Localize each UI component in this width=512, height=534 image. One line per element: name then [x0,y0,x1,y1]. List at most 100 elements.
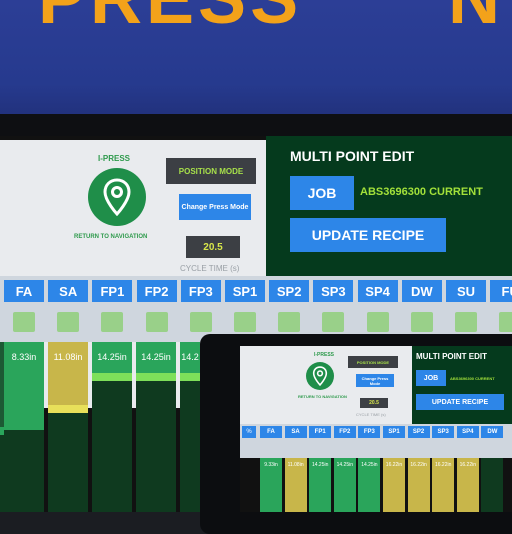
job-value: ABS3696300 CURRENT [360,186,483,198]
small-position-column: 16.22in [407,458,430,512]
tab-fp1[interactable]: FP1 [92,280,133,302]
tab-sp2[interactable]: SP2 [269,280,310,302]
position-value: 14.25in [97,352,127,362]
tab-fu[interactable]: FU [490,280,512,302]
small-icon-row [240,442,512,458]
small-job-value: ABS3696300 CURRENT [450,376,495,381]
small-tab-fp3[interactable]: FP3 [358,426,381,438]
tab-status-icon [13,312,35,332]
position-lower [4,429,44,512]
small-position-value: 11.08in [287,462,304,468]
tab-status-icon [189,312,212,332]
tab-sa[interactable]: SA [48,280,89,302]
navigation-pin-icon[interactable] [88,168,146,226]
tab-sp4[interactable]: SP4 [357,280,398,302]
main-screen: I-PRESS RETURN TO NAVIGATION POSITION MO… [0,136,512,512]
job-button[interactable]: JOB [290,176,354,210]
return-to-navigation-link[interactable]: RETURN TO NAVIGATION [74,234,148,240]
position-marker [48,404,88,413]
change-press-mode-button[interactable]: Change Press Mode [179,194,251,220]
position-column [0,342,4,512]
small-position-column: 16.22in [432,458,455,512]
small-right-panel: MULTI POINT EDIT JOB ABS3696300 CURRENT … [412,346,512,424]
small-multi-point-edit-title: MULTI POINT EDIT [416,352,487,361]
small-position-value: 16.22in [459,462,476,468]
position-marker [0,427,4,435]
cycle-time-value: 20.5 [186,236,240,258]
small-position-column: 9.33in [260,458,282,512]
small-position-value: 16.22in [385,462,403,468]
small-tab-sp4[interactable]: SP4 [456,426,479,438]
logo-label: I-PRESS [98,154,131,163]
banner: PRESS N [0,0,512,120]
position-marker [136,372,176,381]
small-position-column: 16.22in [456,458,479,512]
banner-title-right: N [448,0,500,40]
small-tab-sp2[interactable]: SP2 [407,426,430,438]
multi-point-edit-title: MULTI POINT EDIT [290,148,415,164]
position-value: 14.25in [141,352,171,362]
position-column: 14.25in [92,342,132,512]
tab-sp1[interactable]: SP1 [225,280,265,302]
small-position-column: 14.25in [309,458,332,512]
small-change-press-mode-button[interactable]: Change Press Mode [356,374,394,387]
small-position-value: 16.22in [410,462,427,468]
tab-sp3[interactable]: SP3 [313,280,354,302]
tab-su[interactable]: SU [446,280,486,302]
position-lower [136,380,176,512]
small-position-value: 14.25in [336,462,353,468]
small-position-value: 14.25in [361,462,378,468]
tab-dw[interactable]: DW [401,280,442,302]
position-mode-indicator: POSITION MODE [166,158,256,184]
position-value: 14.2 [181,352,199,362]
position-lower [0,435,4,512]
tab-status-icon [366,312,389,332]
small-tab-fp1[interactable]: FP1 [309,426,332,438]
tab-fp3[interactable]: FP3 [180,280,221,302]
small-position-value: 9.33in [264,462,278,468]
small-pin-icon[interactable] [306,362,334,390]
small-logo-label: I-PRESS [314,352,335,358]
small-left-panel: I-PRESS RETURN TO NAVIGATION POSITION MO… [240,346,412,424]
banner-title: PRESS [38,0,302,40]
small-return-link[interactable]: RETURN TO NAVIGATION [298,394,347,399]
small-tab-fp2[interactable]: FP2 [333,426,356,438]
small-position-column: 11.08in [284,458,307,512]
tab-status-icon [322,312,345,332]
position-lower [48,412,88,512]
tab-fa[interactable]: FA [4,280,44,302]
small-tab-sp1[interactable]: SP1 [383,426,405,438]
position-column: 8.33in [4,342,44,512]
small-tablet-screen: I-PRESS RETURN TO NAVIGATION POSITION MO… [240,346,512,512]
small-position-column [481,458,504,512]
tab-status-icon [234,312,256,332]
small-tab-fa[interactable]: FA [260,426,282,438]
small-tab-dw[interactable]: DW [481,426,504,438]
small-job-button[interactable]: JOB [416,370,446,386]
position-column: 14.2 [180,342,200,512]
small-position-column: 16.22in [383,458,405,512]
small-tab-sa[interactable]: SA [284,426,307,438]
position-marker [180,372,200,381]
update-recipe-button[interactable]: UPDATE RECIPE [290,218,446,252]
tab-status-icon [57,312,80,332]
small-position-mode: POSITION MODE [348,356,398,368]
position-column: 11.08in [48,342,88,512]
tab-status-icon [410,312,433,332]
small-update-recipe-button[interactable]: UPDATE RECIPE [416,394,504,410]
tab-status-icon [145,312,168,332]
small-position-value: 16.22in [434,462,452,468]
tab-status-icon [101,312,124,332]
tab-status-icon [455,312,477,332]
small-tab-sp3[interactable]: SP3 [432,426,455,438]
tab-status-icon [278,312,301,332]
small-position-column: 14.25in [333,458,356,512]
small-cycle-time-label: CYCLE TIME (s) [356,412,386,417]
position-marker [92,372,132,381]
position-value: 8.33in [11,352,37,362]
tab-fp2[interactable]: FP2 [136,280,177,302]
cycle-time-label: CYCLE TIME (s) [180,264,240,273]
position-column: 14.25in [136,342,176,512]
position-marker [4,421,44,430]
small-position-value: 14.25in [311,462,329,468]
